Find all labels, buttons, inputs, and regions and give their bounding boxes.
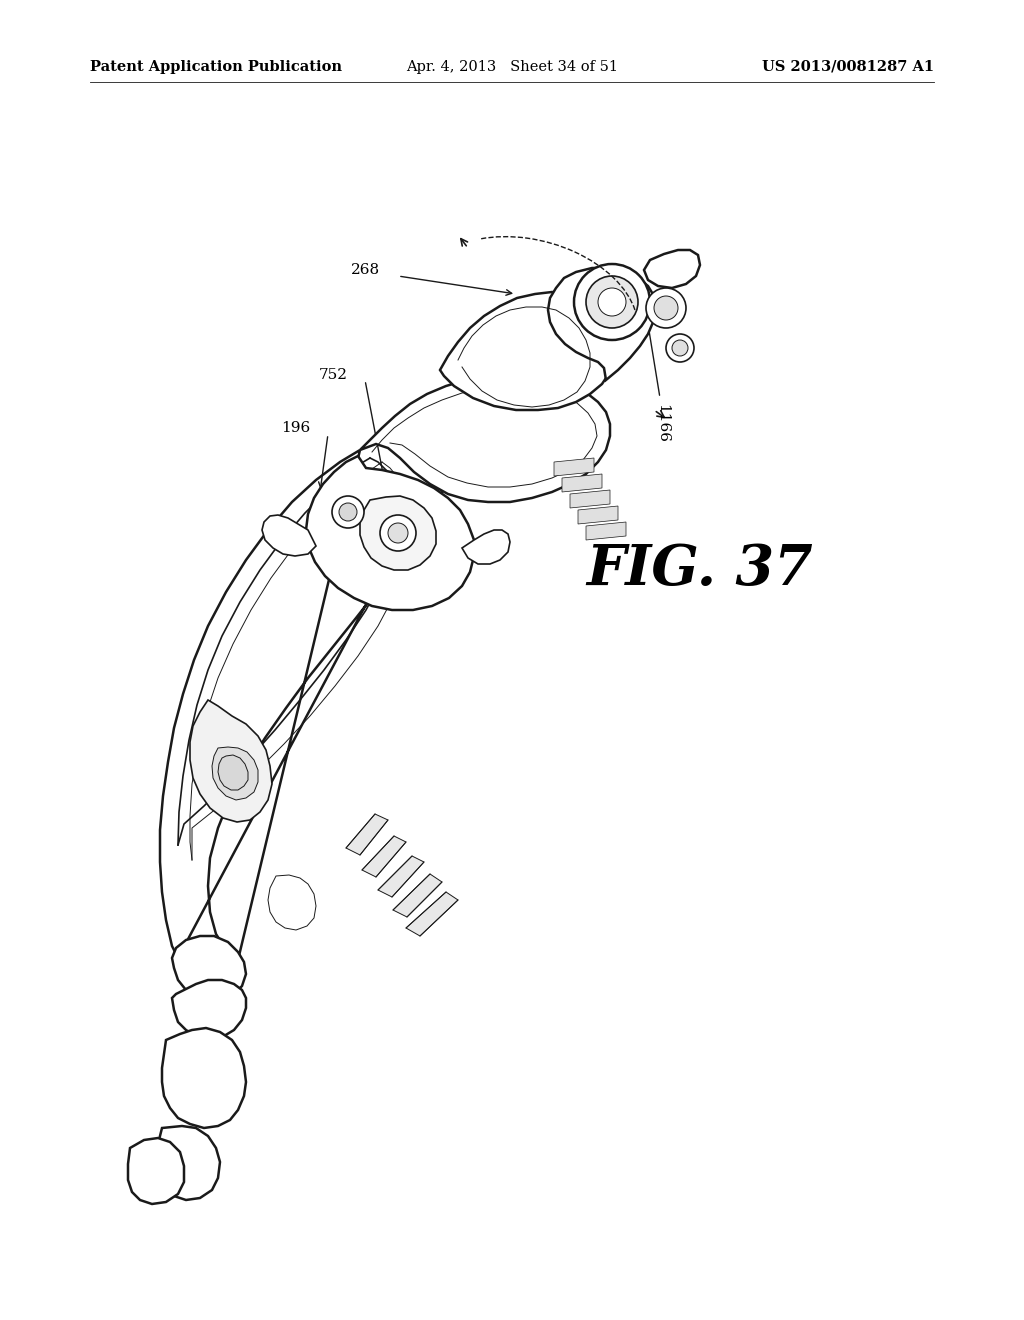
Circle shape [380,515,416,550]
Circle shape [598,288,626,315]
Polygon shape [218,755,248,789]
Circle shape [332,496,364,528]
Polygon shape [212,747,258,800]
Polygon shape [262,515,316,556]
Polygon shape [172,979,246,1038]
Circle shape [574,264,650,341]
Polygon shape [644,249,700,288]
Circle shape [586,276,638,327]
Text: FIG. 37: FIG. 37 [587,543,813,598]
Polygon shape [156,1126,220,1200]
Polygon shape [586,521,626,540]
Polygon shape [562,474,602,492]
Circle shape [666,334,694,362]
Polygon shape [172,936,246,998]
Text: 1166: 1166 [655,404,669,444]
Polygon shape [570,490,610,508]
Circle shape [672,341,688,356]
Circle shape [388,523,408,543]
Polygon shape [554,458,594,477]
Polygon shape [393,874,442,917]
Text: 196: 196 [281,421,310,436]
Circle shape [646,288,686,327]
Polygon shape [306,455,474,610]
Text: 268: 268 [351,263,380,277]
Text: US 2013/0081287 A1: US 2013/0081287 A1 [762,59,934,74]
Polygon shape [440,292,614,411]
Polygon shape [360,374,610,502]
Text: Apr. 4, 2013   Sheet 34 of 51: Apr. 4, 2013 Sheet 34 of 51 [406,59,618,74]
Polygon shape [160,450,449,960]
Polygon shape [128,1138,184,1204]
Polygon shape [462,531,510,564]
Polygon shape [362,836,406,876]
Polygon shape [190,700,272,822]
Polygon shape [578,506,618,524]
Circle shape [654,296,678,319]
Polygon shape [406,892,458,936]
Polygon shape [360,496,436,570]
Polygon shape [346,814,388,855]
Text: 752: 752 [319,368,348,381]
Text: Patent Application Publication: Patent Application Publication [90,59,342,74]
Circle shape [339,503,357,521]
Polygon shape [268,875,316,931]
Polygon shape [548,268,656,380]
Polygon shape [378,855,424,898]
Polygon shape [162,1028,246,1129]
